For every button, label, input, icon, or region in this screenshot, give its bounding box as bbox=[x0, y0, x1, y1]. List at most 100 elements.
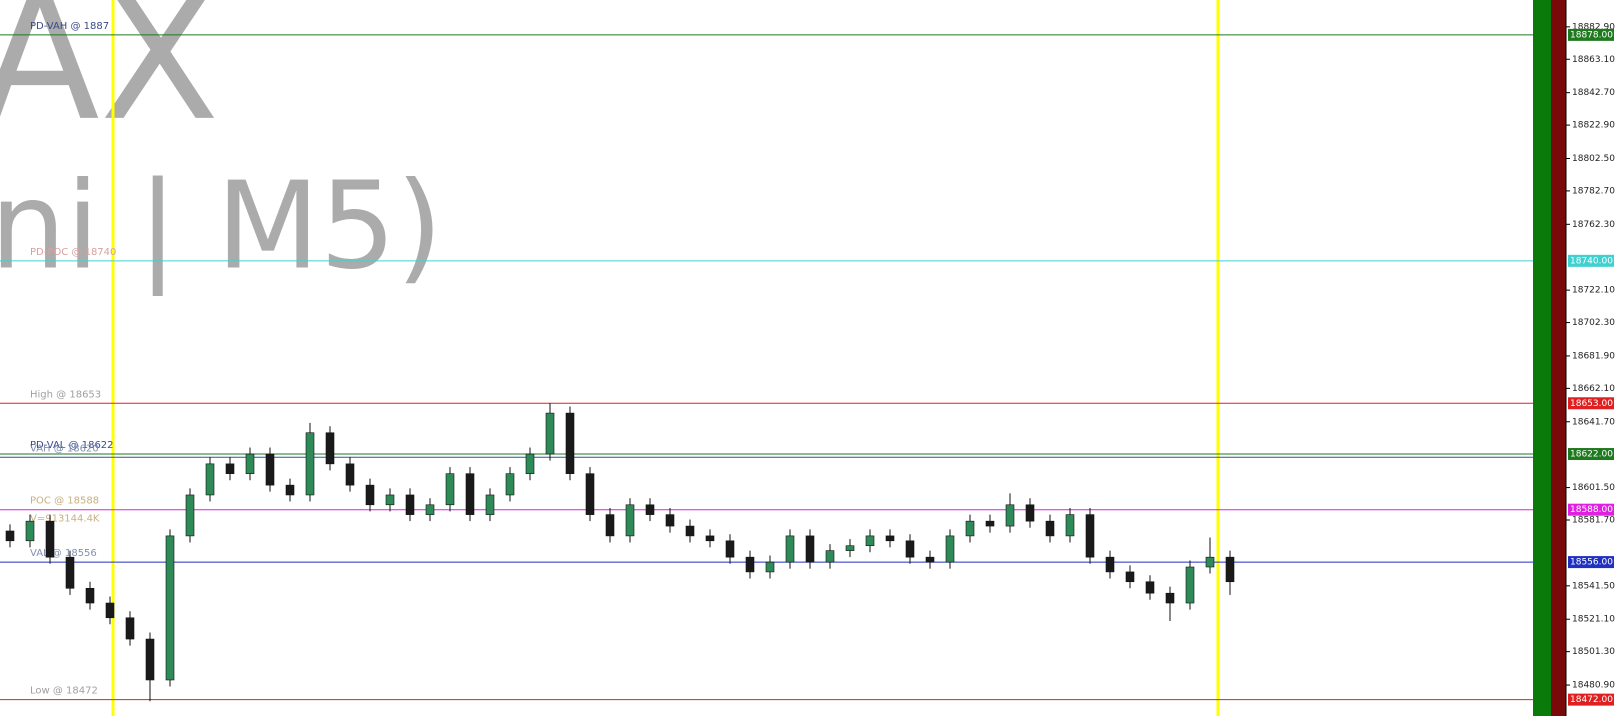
y-tick-label: 18702.30 bbox=[1572, 318, 1615, 328]
candle-body bbox=[825, 550, 835, 563]
price-tag-bg bbox=[1568, 254, 1614, 267]
candle-body bbox=[225, 463, 235, 474]
y-tick-label: 18863.10 bbox=[1572, 55, 1615, 65]
candle-body bbox=[1225, 556, 1235, 583]
candle-body bbox=[965, 520, 975, 537]
price-tag-bg bbox=[1568, 448, 1614, 461]
candle-body bbox=[145, 638, 155, 681]
price-tag: 18740.00 bbox=[1570, 256, 1613, 266]
candle-body bbox=[1005, 504, 1015, 527]
price-tag: 18472.00 bbox=[1570, 695, 1613, 705]
y-tick-label: 18802.50 bbox=[1572, 154, 1615, 164]
level-label: VAH @ 18620 bbox=[30, 443, 99, 454]
candle-body bbox=[445, 473, 455, 506]
candle-body bbox=[725, 540, 735, 558]
candle-body bbox=[925, 556, 935, 563]
level-label: VAL @ 18556 bbox=[30, 548, 97, 559]
candle-body bbox=[1085, 514, 1095, 558]
candle-body bbox=[345, 463, 355, 486]
candle-body bbox=[105, 602, 115, 619]
candle-body bbox=[1105, 556, 1115, 573]
candle-body bbox=[985, 520, 995, 527]
candle-body bbox=[245, 453, 255, 474]
y-tick-label: 18842.70 bbox=[1572, 88, 1615, 98]
candle-body bbox=[605, 514, 615, 537]
candle-body bbox=[1185, 566, 1195, 604]
candle-body bbox=[1065, 514, 1075, 537]
price-tag: 18878.00 bbox=[1570, 30, 1613, 40]
candle-body bbox=[1145, 581, 1155, 594]
candle-body bbox=[525, 453, 535, 474]
y-tick-label: 18722.10 bbox=[1572, 286, 1615, 296]
candle-body bbox=[545, 412, 555, 455]
candle-body bbox=[465, 473, 475, 515]
candle-body bbox=[305, 432, 315, 496]
price-tag-bg bbox=[1568, 503, 1614, 516]
level-label: POC @ 18588 bbox=[30, 496, 99, 507]
candle-body bbox=[85, 587, 95, 604]
candle-body bbox=[65, 556, 75, 589]
candle-body bbox=[625, 504, 635, 537]
y-tick-label: 18521.10 bbox=[1572, 615, 1615, 625]
candle-body bbox=[645, 504, 655, 515]
y-tick-label: 18480.90 bbox=[1572, 681, 1615, 691]
candle-body bbox=[745, 556, 755, 573]
y-tick-label: 18501.30 bbox=[1572, 647, 1615, 657]
y-tick-label: 18822.90 bbox=[1572, 121, 1615, 131]
candle-body bbox=[1125, 571, 1135, 583]
candle-body bbox=[905, 540, 915, 558]
watermark-text: ni | M5) bbox=[0, 158, 443, 297]
candle-body bbox=[25, 520, 35, 542]
price-tag-bg bbox=[1568, 693, 1614, 706]
candle-body bbox=[265, 453, 275, 486]
candle-body bbox=[765, 561, 775, 573]
y-tick-label: 18541.50 bbox=[1572, 581, 1615, 591]
candle-body bbox=[565, 412, 575, 474]
candle-body bbox=[125, 617, 135, 640]
candle-body bbox=[45, 520, 55, 558]
candle-body bbox=[385, 494, 395, 506]
price-tag-bg bbox=[1568, 28, 1614, 41]
y-tick-label: 18882.90 bbox=[1572, 22, 1615, 32]
candle-body bbox=[665, 514, 675, 527]
level-label: High @ 18653 bbox=[30, 389, 101, 400]
candle-body bbox=[405, 494, 415, 515]
candle-body bbox=[885, 535, 895, 542]
candle-body bbox=[865, 535, 875, 547]
candle-body bbox=[585, 473, 595, 515]
level-label: PD-VAH @ 1887 bbox=[30, 21, 109, 32]
candle-body bbox=[1165, 592, 1175, 604]
candle-body bbox=[785, 535, 795, 563]
y-tick-label: 18762.30 bbox=[1572, 220, 1615, 230]
side-bar bbox=[1551, 0, 1566, 716]
candle-body bbox=[365, 484, 375, 506]
candle-body bbox=[1045, 520, 1055, 537]
candle-body bbox=[325, 432, 335, 465]
price-tag-bg bbox=[1568, 397, 1614, 410]
candle-body bbox=[5, 530, 15, 542]
candle-body bbox=[205, 463, 215, 496]
price-tag: 18653.00 bbox=[1570, 399, 1613, 409]
volume-label: V=913144.4K bbox=[30, 514, 100, 525]
candle-body bbox=[185, 494, 195, 537]
y-tick-label: 18581.70 bbox=[1572, 516, 1615, 526]
watermark: AX ni | M5) bbox=[0, 0, 443, 297]
candle-body bbox=[285, 484, 295, 496]
candle-body bbox=[685, 525, 695, 537]
side-bar bbox=[1533, 0, 1551, 716]
price-tag: 18622.00 bbox=[1570, 450, 1613, 460]
level-label: Low @ 18472 bbox=[30, 686, 98, 697]
watermark-text: AX bbox=[0, 0, 220, 160]
candle-body bbox=[845, 545, 855, 551]
level-label: PD-POC @ 18740 bbox=[30, 247, 116, 258]
y-tick-label: 18641.70 bbox=[1572, 417, 1615, 427]
candle-body bbox=[1025, 504, 1035, 522]
candle-body bbox=[165, 535, 175, 681]
y-tick-label: 18601.50 bbox=[1572, 483, 1615, 493]
candle-body bbox=[1205, 556, 1215, 568]
candle-body bbox=[485, 494, 495, 515]
price-tag: 18556.00 bbox=[1570, 558, 1613, 568]
price-tag-bg bbox=[1568, 556, 1614, 569]
candle-body bbox=[425, 504, 435, 515]
